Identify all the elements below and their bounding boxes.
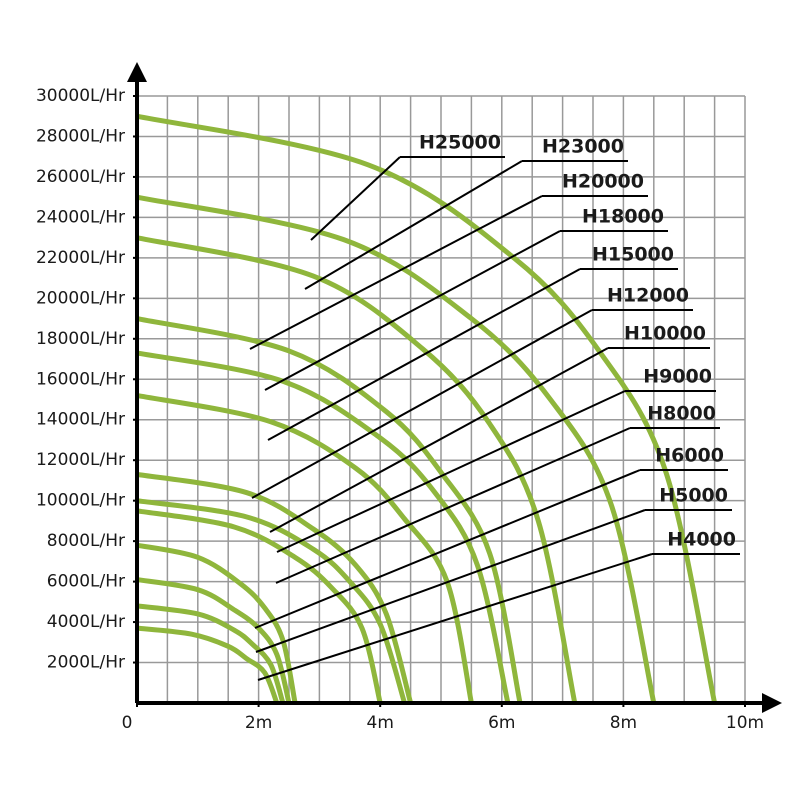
pump-curve bbox=[136, 392, 474, 704]
y-tick-label: 24000L/Hr bbox=[36, 207, 125, 227]
pump-curve bbox=[136, 603, 286, 704]
leader-line bbox=[304, 160, 523, 290]
y-tick-label: 22000L/Hr bbox=[36, 248, 125, 268]
x-tick-label: 6m bbox=[488, 713, 515, 733]
curve-label: H9000 bbox=[643, 366, 712, 388]
curve-label: H5000 bbox=[659, 485, 728, 507]
leader-line bbox=[275, 427, 631, 584]
leader-line bbox=[251, 309, 593, 499]
y-axis-arrow bbox=[127, 62, 147, 82]
curve-label: H4000 bbox=[667, 529, 736, 551]
leader-line bbox=[254, 469, 641, 629]
x-tick-label: 10m bbox=[726, 713, 764, 733]
y-tick-label: 4000L/Hr bbox=[47, 612, 125, 632]
pump-curve bbox=[136, 625, 280, 704]
y-tick-label: 26000L/Hr bbox=[36, 167, 125, 187]
leader-line bbox=[310, 156, 401, 241]
curve-label: H10000 bbox=[624, 323, 706, 345]
leader-line bbox=[249, 195, 543, 350]
y-tick-label: 16000L/Hr bbox=[36, 369, 125, 389]
y-tick-label: 12000L/Hr bbox=[36, 450, 125, 470]
curve-label: H15000 bbox=[592, 244, 674, 266]
curve-label: H23000 bbox=[542, 136, 624, 158]
pump-curve bbox=[136, 235, 578, 704]
x-tick-label: 0 bbox=[122, 713, 133, 733]
y-tick-label: 18000L/Hr bbox=[36, 329, 125, 349]
y-tick-label: 6000L/Hr bbox=[47, 572, 125, 592]
leader-line bbox=[264, 230, 561, 391]
curve-label: H8000 bbox=[647, 403, 716, 425]
y-tick-label: 28000L/Hr bbox=[36, 126, 125, 146]
pump-curve bbox=[136, 316, 523, 704]
pump-curve bbox=[136, 577, 292, 704]
pump-curve bbox=[136, 498, 407, 704]
curve-label: H18000 bbox=[582, 206, 664, 228]
x-tick-label: 8m bbox=[610, 713, 637, 733]
pump-curve bbox=[136, 113, 718, 704]
curve-label: H12000 bbox=[607, 285, 689, 307]
leader-line bbox=[269, 347, 609, 533]
leader-line bbox=[255, 509, 646, 653]
y-tick-label: 2000L/Hr bbox=[47, 653, 125, 673]
curve-label: H20000 bbox=[562, 171, 644, 193]
curve-label: H25000 bbox=[419, 132, 501, 154]
leader-line bbox=[257, 553, 653, 681]
x-axis-arrow bbox=[762, 693, 782, 713]
y-tick-label: 10000L/Hr bbox=[36, 491, 125, 511]
y-tick-label: 14000L/Hr bbox=[36, 410, 125, 430]
curve-label: H6000 bbox=[655, 445, 724, 467]
x-tick-label: 4m bbox=[367, 713, 394, 733]
x-tick-label: 2m bbox=[245, 713, 272, 733]
pump-curve bbox=[136, 542, 298, 704]
pump-curve bbox=[136, 471, 414, 704]
y-tick-label: 8000L/Hr bbox=[47, 531, 125, 551]
y-tick-label: 20000L/Hr bbox=[36, 288, 125, 308]
leader-line bbox=[267, 268, 581, 441]
leader-line bbox=[276, 390, 626, 553]
y-tick-label: 30000L/Hr bbox=[36, 86, 125, 106]
